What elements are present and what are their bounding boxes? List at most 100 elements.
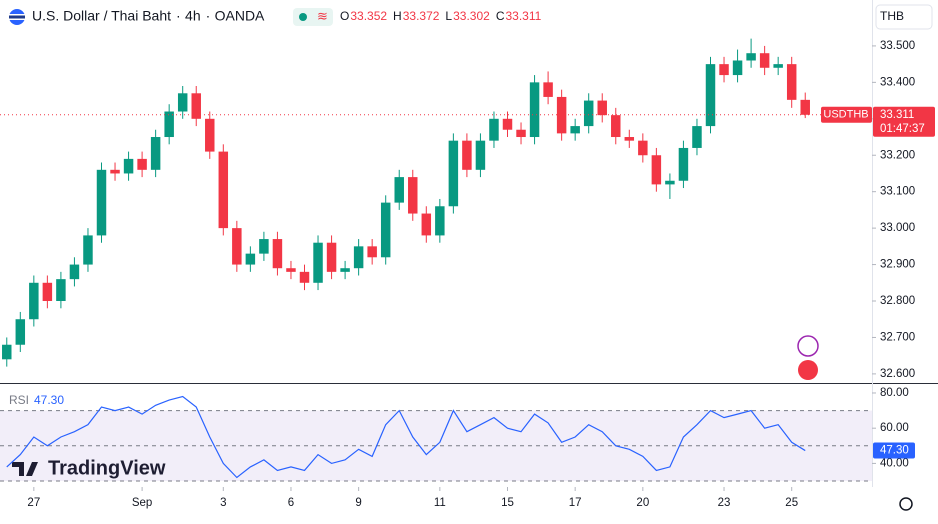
x-tick-label: 20: [636, 497, 649, 509]
candle-body: [286, 268, 296, 272]
x-tick-label: 6: [288, 497, 294, 509]
candle-body: [570, 126, 580, 134]
candle-body: [719, 64, 729, 76]
chart-title: U.S. Dollar / Thai Baht: [32, 8, 171, 24]
candle-body: [516, 129, 526, 138]
candle-body: [218, 151, 229, 229]
ohlc-value: 33.352: [350, 9, 387, 23]
candle-body: [150, 137, 161, 170]
status-icon: ≋: [317, 8, 328, 23]
candle-body: [665, 180, 675, 185]
y-tick-label: 32.800: [880, 295, 915, 307]
x-tick-label: 23: [718, 497, 731, 509]
candle-body: [96, 169, 107, 236]
x-tick-label: 25: [785, 497, 798, 509]
candle-body: [380, 202, 391, 258]
candle-body: [421, 213, 432, 236]
candle-body: [543, 82, 553, 97]
brand-name: TradingView: [48, 457, 166, 479]
ohlc-value: 33.302: [453, 9, 490, 23]
indicator-name: RSI: [9, 393, 29, 407]
candle-body: [732, 60, 743, 76]
y-tick-label: 33.000: [880, 222, 915, 234]
candle-body: [556, 96, 567, 134]
candle-body: [272, 239, 283, 269]
event-icon[interactable]: [797, 335, 819, 357]
data-source: OANDA: [215, 8, 265, 24]
candle-body: [29, 282, 39, 320]
candle-body: [408, 177, 418, 214]
tradingview-logo: TradingView: [12, 457, 166, 479]
separator: ·: [176, 8, 181, 24]
candle-body: [448, 140, 459, 207]
candle-body: [597, 100, 607, 116]
currency-button[interactable]: [875, 4, 933, 30]
candle-body: [394, 177, 404, 203]
symbol-flag: [9, 9, 25, 25]
x-tick-label: Sep: [132, 497, 152, 509]
x-tick-label: 11: [434, 497, 446, 509]
indicator-axis-label: 47.30: [880, 445, 909, 457]
candle-body: [692, 126, 702, 148]
candle-body: [611, 115, 621, 138]
x-tick-label: 15: [501, 497, 514, 509]
ohlc-key: L: [445, 9, 452, 23]
market-status[interactable]: [293, 8, 333, 26]
ohlc-key: H: [393, 9, 402, 23]
interval: 4h: [185, 8, 201, 24]
ohlc-key: O: [340, 9, 349, 23]
candle-body: [529, 82, 540, 138]
candle-body: [475, 140, 486, 170]
status-dot: [299, 13, 307, 21]
candle-body: [326, 242, 337, 272]
candle-body: [705, 64, 716, 127]
ohlc-key: C: [496, 9, 505, 23]
candle-body: [259, 239, 269, 254]
candle-body: [164, 111, 174, 138]
settings-icon[interactable]: [899, 497, 913, 511]
y-tick-label: 32.600: [880, 368, 915, 380]
event-flag-icon[interactable]: [798, 360, 818, 380]
candle-body: [367, 246, 377, 258]
candle-body: [232, 228, 242, 265]
rsi-line: [6, 395, 806, 479]
symbol-label: USDTHB: [823, 109, 868, 121]
candle-body: [638, 140, 648, 156]
candle-body: [2, 344, 12, 360]
y-tick-label: 60.00: [880, 422, 909, 434]
ohlc-value: 33.372: [403, 9, 440, 23]
last-price-label: 33.311: [880, 109, 914, 121]
y-tick-label: 33.100: [880, 186, 915, 198]
candle-body: [773, 64, 783, 68]
candle-body: [651, 155, 662, 185]
candle-body: [15, 319, 26, 345]
candle-body: [800, 99, 810, 115]
candle-body: [462, 140, 472, 170]
candle-body: [299, 271, 310, 283]
currency-label[interactable]: THB: [880, 9, 904, 23]
y-tick-label: 33.400: [880, 76, 915, 88]
candle-body: [56, 279, 66, 302]
x-tick-label: 3: [220, 497, 226, 509]
y-tick-label: 33.500: [880, 40, 915, 52]
separator: ·: [206, 8, 211, 24]
candle-body: [624, 137, 635, 141]
y-tick-label: 33.200: [880, 149, 915, 161]
candle-body: [340, 268, 350, 272]
candle-body: [435, 206, 445, 236]
x-tick-label: 17: [569, 497, 582, 509]
candle-body: [678, 147, 689, 181]
x-tick-label: 27: [27, 497, 40, 509]
candle-body: [313, 242, 323, 283]
bar-countdown: 01:47:37: [880, 123, 925, 135]
candle-body: [137, 158, 147, 170]
candle-body: [205, 118, 215, 152]
candle-body: [69, 264, 80, 280]
candle-body: [83, 235, 93, 265]
symbol-label-box: [821, 106, 872, 123]
candle-body: [110, 169, 120, 174]
y-tick-label: 32.900: [880, 259, 915, 271]
candle-body: [759, 53, 770, 68]
candle-body: [353, 246, 364, 269]
